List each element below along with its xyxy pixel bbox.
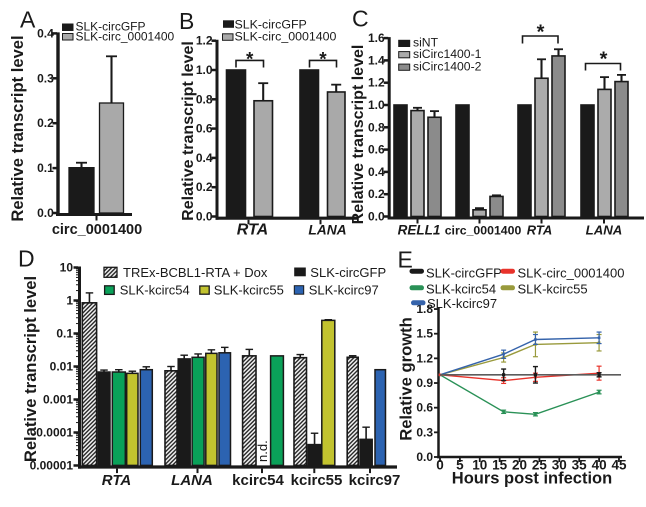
svg-text:1.0: 1.0	[196, 63, 213, 77]
svg-text:0.0: 0.0	[368, 210, 385, 224]
svg-text:LANA: LANA	[171, 472, 213, 489]
svg-text:SLK-circGFP: SLK-circGFP	[235, 17, 307, 31]
svg-text:1.5: 1.5	[416, 327, 433, 341]
svg-text:0.0: 0.0	[196, 210, 213, 224]
svg-text:*: *	[600, 49, 608, 71]
svg-text:10: 10	[472, 458, 487, 473]
svg-text:SLK-circGFP: SLK-circGFP	[310, 265, 386, 280]
svg-text:kcirc55: kcirc55	[291, 472, 343, 489]
svg-text:Relative transcript level: Relative transcript level	[350, 45, 367, 225]
svg-text:0.6: 0.6	[416, 401, 433, 415]
svg-text:0.3: 0.3	[37, 71, 54, 85]
svg-text:1.2: 1.2	[196, 34, 213, 48]
svg-text:0.0001: 0.0001	[36, 426, 73, 440]
svg-text:0.4: 0.4	[196, 151, 213, 165]
svg-text:35: 35	[572, 458, 588, 473]
svg-text:0.4: 0.4	[37, 26, 54, 40]
svg-text:0.6: 0.6	[196, 122, 213, 136]
svg-text:RTA: RTA	[102, 472, 131, 489]
svg-text:SLK-circ_0001400: SLK-circ_0001400	[518, 266, 625, 281]
svg-text:1.2: 1.2	[416, 351, 433, 365]
svg-text:0.6: 0.6	[368, 143, 385, 157]
svg-text:0: 0	[436, 458, 444, 473]
svg-text:E: E	[398, 247, 413, 273]
svg-text:Relative transcript level: Relative transcript level	[21, 276, 40, 462]
svg-text:1: 1	[66, 294, 73, 308]
svg-text:30: 30	[552, 458, 567, 473]
svg-text:circ_0001400: circ_0001400	[52, 222, 142, 238]
svg-text:kcirc54: kcirc54	[232, 472, 284, 489]
svg-text:1.0: 1.0	[368, 98, 385, 112]
svg-text:10: 10	[60, 261, 74, 275]
svg-text:0.8: 0.8	[368, 120, 385, 134]
svg-text:RTA: RTA	[527, 223, 553, 238]
svg-text:0.01: 0.01	[50, 360, 74, 374]
svg-text:siCirc1400-1: siCirc1400-1	[413, 47, 482, 61]
svg-text:0.2: 0.2	[368, 187, 385, 201]
svg-text:kcirc97: kcirc97	[349, 472, 401, 489]
svg-text:SLK-kcirc55: SLK-kcirc55	[518, 282, 588, 297]
svg-text:5: 5	[456, 458, 464, 473]
svg-text:*: *	[246, 50, 254, 71]
svg-text:0.4: 0.4	[368, 165, 385, 179]
svg-text:1.6: 1.6	[368, 31, 385, 45]
svg-text:SLK-circGFP: SLK-circGFP	[426, 266, 502, 281]
svg-text:SLK-kcirc97: SLK-kcirc97	[309, 283, 379, 298]
svg-text:RELL1: RELL1	[398, 223, 441, 238]
svg-text:Relative transcript level: Relative transcript level	[8, 35, 27, 221]
svg-text:SLK-circGFP: SLK-circGFP	[76, 20, 146, 34]
svg-text:SLK-kcirc97: SLK-kcirc97	[427, 296, 497, 311]
svg-text:SLK-kcirc54: SLK-kcirc54	[426, 282, 496, 297]
svg-text:RTA: RTA	[237, 222, 268, 239]
svg-text:SLK-circ_0001400: SLK-circ_0001400	[235, 29, 337, 43]
svg-text:25: 25	[532, 458, 548, 473]
svg-text:1.4: 1.4	[368, 53, 385, 67]
svg-text:C: C	[352, 6, 369, 32]
svg-text:siCirc1400-2: siCirc1400-2	[413, 59, 482, 73]
svg-text:0.9: 0.9	[416, 376, 433, 390]
svg-text:LANA: LANA	[586, 223, 623, 238]
svg-text:circ_0001400: circ_0001400	[445, 224, 522, 238]
svg-text:SLK-kcirc55: SLK-kcirc55	[214, 283, 284, 298]
svg-text:45: 45	[611, 458, 627, 473]
svg-text:0.0: 0.0	[37, 206, 54, 220]
svg-text:TREx-BCBL1-RTA + Dox: TREx-BCBL1-RTA + Dox	[123, 265, 268, 280]
svg-text:*: *	[319, 50, 327, 71]
svg-text:0.2: 0.2	[196, 180, 213, 194]
svg-text:siNT: siNT	[413, 36, 439, 50]
svg-text:0.1: 0.1	[56, 327, 73, 341]
svg-text:Relative transcript level: Relative transcript level	[180, 41, 197, 221]
svg-text:SLK-circ_0001400: SLK-circ_0001400	[76, 30, 175, 44]
svg-text:0.3: 0.3	[416, 425, 433, 439]
svg-text:D: D	[18, 246, 35, 272]
svg-text:15: 15	[492, 458, 508, 473]
svg-text:0.1: 0.1	[37, 161, 54, 175]
svg-text:1.2: 1.2	[368, 76, 385, 90]
svg-text:Relative growth: Relative growth	[396, 317, 415, 441]
svg-text:0.8: 0.8	[196, 92, 213, 106]
svg-text:B: B	[179, 8, 194, 34]
svg-text:Hours post infection: Hours post infection	[452, 470, 612, 488]
svg-text:n.d.: n.d.	[255, 440, 270, 462]
svg-text:40: 40	[592, 458, 607, 473]
svg-text:1.8: 1.8	[416, 302, 433, 316]
svg-text:A: A	[20, 7, 36, 33]
svg-text:0.0: 0.0	[416, 450, 433, 464]
svg-text:LANA: LANA	[308, 223, 346, 238]
svg-text:SLK-kcirc54: SLK-kcirc54	[120, 283, 190, 298]
svg-text:0.00001: 0.00001	[30, 459, 74, 473]
svg-text:0.001: 0.001	[43, 393, 73, 407]
svg-text:0.2: 0.2	[37, 116, 54, 130]
svg-text:*: *	[537, 22, 545, 44]
svg-text:20: 20	[512, 458, 527, 473]
